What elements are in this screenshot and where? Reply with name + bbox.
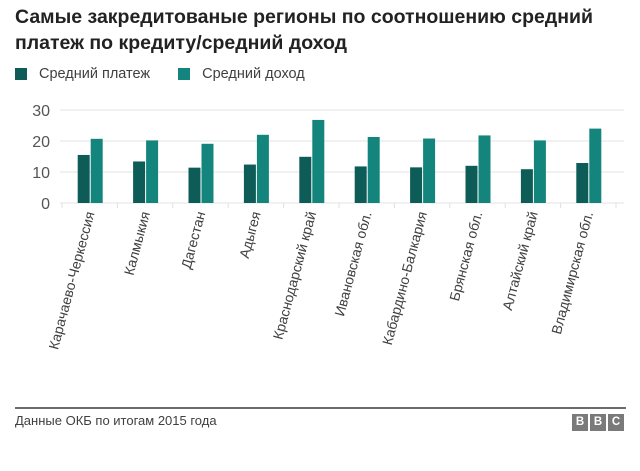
y-axis-ticks: 0 10 20 30 — [32, 103, 50, 213]
x-tick-label: Кабардино-Балкария — [379, 210, 430, 347]
legend-item-payment: Средний платеж — [15, 66, 150, 82]
bar-income — [146, 140, 159, 203]
x-tick-label: Брянская обл. — [446, 210, 485, 303]
bar-income — [312, 119, 325, 203]
x-axis-ticks — [61, 203, 617, 208]
bar-payment — [354, 166, 367, 203]
bar-income — [423, 138, 436, 203]
x-axis-labels: Карачаево-Черкессия Калмыкия Дагестан Адыге… — [45, 210, 596, 351]
bar-payment — [188, 167, 201, 203]
x-tick-label: Ивановская обл. — [331, 210, 374, 318]
bar-income — [478, 135, 491, 203]
bars — [77, 119, 602, 203]
source-note: Данные ОКБ по итогам 2015 года — [15, 413, 217, 428]
bar-payment — [410, 167, 423, 203]
bar-payment — [576, 163, 589, 203]
y-tick-label: 10 — [32, 165, 50, 182]
chart-title: Самые закредитованые регионы по соотноше… — [15, 6, 593, 54]
bar-income — [589, 128, 602, 203]
x-tick-label: Калмыкия — [121, 210, 153, 277]
legend-label-payment: Средний платеж — [39, 66, 151, 82]
bar-income — [533, 140, 546, 203]
bar-income — [367, 136, 380, 203]
x-tick-label: Владимирская обл. — [548, 210, 596, 336]
bar-payment — [133, 161, 146, 203]
bar-payment — [299, 156, 312, 203]
y-tick-label: 20 — [32, 134, 50, 151]
legend-item-income: Средний доход — [178, 66, 305, 82]
legend-swatch-payment — [15, 68, 27, 80]
bar-payment — [77, 154, 90, 203]
legend-swatch-income — [178, 68, 191, 80]
bar-income — [201, 143, 214, 203]
bar-income — [256, 134, 269, 203]
x-tick-label: Краснодарский край — [270, 210, 320, 342]
bar-payment — [520, 169, 533, 203]
bar-income — [90, 138, 103, 203]
legend: Средний платеж Средний доход — [15, 64, 333, 84]
bbc-logo-letter: B — [572, 414, 588, 431]
bbc-logo: B B C — [570, 414, 624, 431]
x-tick-label: Адыгея — [236, 210, 264, 260]
bar-chart: 0 10 20 30 Карачаево-Черкессия Калмыкия Дагес… — [32, 103, 624, 351]
x-tick-label: Дагестан — [178, 210, 209, 271]
bbc-logo-letter: B — [590, 414, 606, 431]
y-tick-label: 30 — [32, 103, 50, 120]
x-tick-label: Алтайский край — [499, 210, 541, 312]
bbc-logo-letter: C — [608, 414, 624, 431]
legend-label-income: Средний доход — [202, 66, 305, 82]
bar-payment — [465, 165, 478, 203]
y-tick-label: 0 — [41, 196, 50, 213]
bar-payment — [243, 164, 256, 203]
footer-divider — [15, 407, 626, 409]
x-tick-label: Карачаево-Черкессия — [45, 210, 97, 351]
